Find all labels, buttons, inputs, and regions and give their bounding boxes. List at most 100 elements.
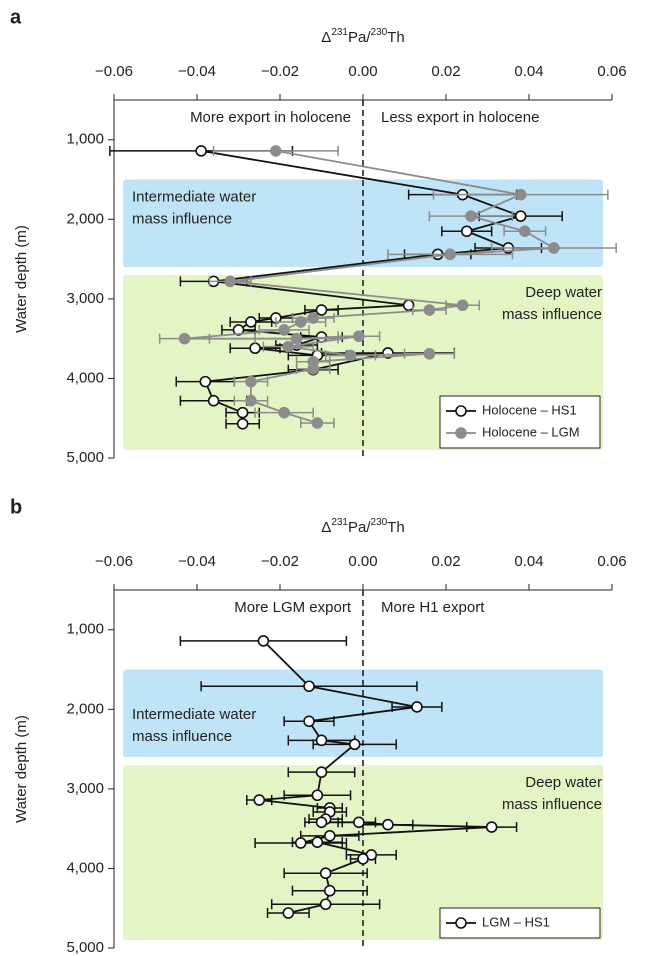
data-point [423,304,436,316]
data-point [253,794,266,806]
y-tick-label: 2,000 [66,700,104,717]
data-point [278,324,290,336]
x-tick-label: 0.06 [597,553,626,570]
data-point [353,330,365,343]
x-tick-label: −0.06 [95,63,133,80]
panel-letter: b [10,496,22,518]
x-axis-label-part: Δ [321,29,331,46]
data-point [199,375,212,388]
annotation: More H1 export [381,599,485,616]
x-tick-label: 0.02 [431,553,460,570]
x-tick-label: −0.04 [178,553,216,570]
x-tick-label: 0.04 [514,553,543,570]
data-point [444,248,456,261]
data-point [307,312,320,324]
region-label: mass influence [502,796,602,813]
panel-letter: a [10,6,22,28]
data-point [411,701,423,713]
data-point [423,347,436,360]
x-axis-label-part: 230 [371,27,388,38]
x-tick-label: 0.06 [597,63,626,80]
data-point [245,375,257,388]
x-tick-label: −0.04 [178,63,216,80]
data-point [303,680,315,693]
data-point [382,818,394,831]
data-point [315,816,328,829]
y-tick-label: 4,000 [66,859,104,876]
data-point [245,316,257,328]
data-point [514,210,527,222]
data-point [282,340,295,353]
x-axis-label: Δ231Pa/230Th [321,517,404,536]
legend-label: Holocene – LGM [482,424,580,439]
data-point [290,332,303,345]
x-axis-label-part: Th [387,29,405,46]
data-point [294,837,307,849]
data-point [548,242,560,254]
y-tick-label: 1,000 [66,131,104,148]
y-tick-label: 2,000 [66,210,104,227]
x-tick-label: 0.02 [431,63,460,80]
data-point [282,907,295,919]
data-point [460,225,473,238]
data-point [195,145,207,157]
annotation: More LGM export [234,599,352,616]
x-axis-label-part: Pa/ [348,29,371,46]
legend-label: Holocene – HS1 [482,402,577,417]
region-label: mass influence [502,306,602,323]
region-label: mass influence [132,211,232,228]
x-tick-label: 0.00 [348,553,377,570]
x-axis-label-part: 231 [331,27,348,38]
data-point [257,635,270,647]
annotation: Less export in holocene [381,109,539,126]
data-point [178,332,191,345]
legend-marker [455,917,467,929]
data-point [344,349,357,362]
data-point [315,304,328,316]
data-point [519,225,531,238]
x-tick-label: −0.06 [95,553,133,570]
x-tick-label: −0.02 [261,63,299,80]
x-tick-label: −0.02 [261,553,299,570]
region-label: Deep water [525,774,602,791]
y-tick-label: 5,000 [66,449,104,466]
data-point [348,738,361,751]
data-point [315,734,328,747]
x-axis-label-part: 230 [371,517,388,528]
data-point [207,394,220,407]
data-point [311,417,324,429]
y-tick-label: 4,000 [66,369,104,386]
data-point [465,210,477,222]
data-point [485,821,498,833]
legend-box [439,395,601,449]
region-label: Deep water [525,284,602,301]
x-axis-label-part: Th [387,519,405,536]
data-point [236,406,249,419]
data-point [357,853,369,865]
region-label: mass influence [132,728,232,745]
data-point [319,867,332,880]
legend-label: LGM – HS1 [482,914,550,929]
data-point [456,299,469,312]
x-axis-label: Δ231Pa/230Th [321,27,404,46]
data-point [315,766,328,778]
data-point [232,324,245,336]
y-axis-label: Water depth (m) [13,225,30,333]
y-tick-label: 3,000 [66,780,104,797]
legend-marker [455,405,467,417]
x-axis-label-part: Pa/ [348,519,371,536]
data-point [319,898,332,911]
data-point [270,145,282,157]
data-point [303,715,315,728]
data-point [311,789,324,802]
annotation: More export in holocene [190,109,351,126]
data-point [323,830,336,842]
series-line [201,150,524,424]
data-point [311,836,324,848]
x-tick-label: 0.04 [514,63,543,80]
x-axis-label-part: Δ [321,519,331,536]
region-label: Intermediate water [132,706,256,723]
y-tick-label: 3,000 [66,290,104,307]
data-point [294,316,307,328]
